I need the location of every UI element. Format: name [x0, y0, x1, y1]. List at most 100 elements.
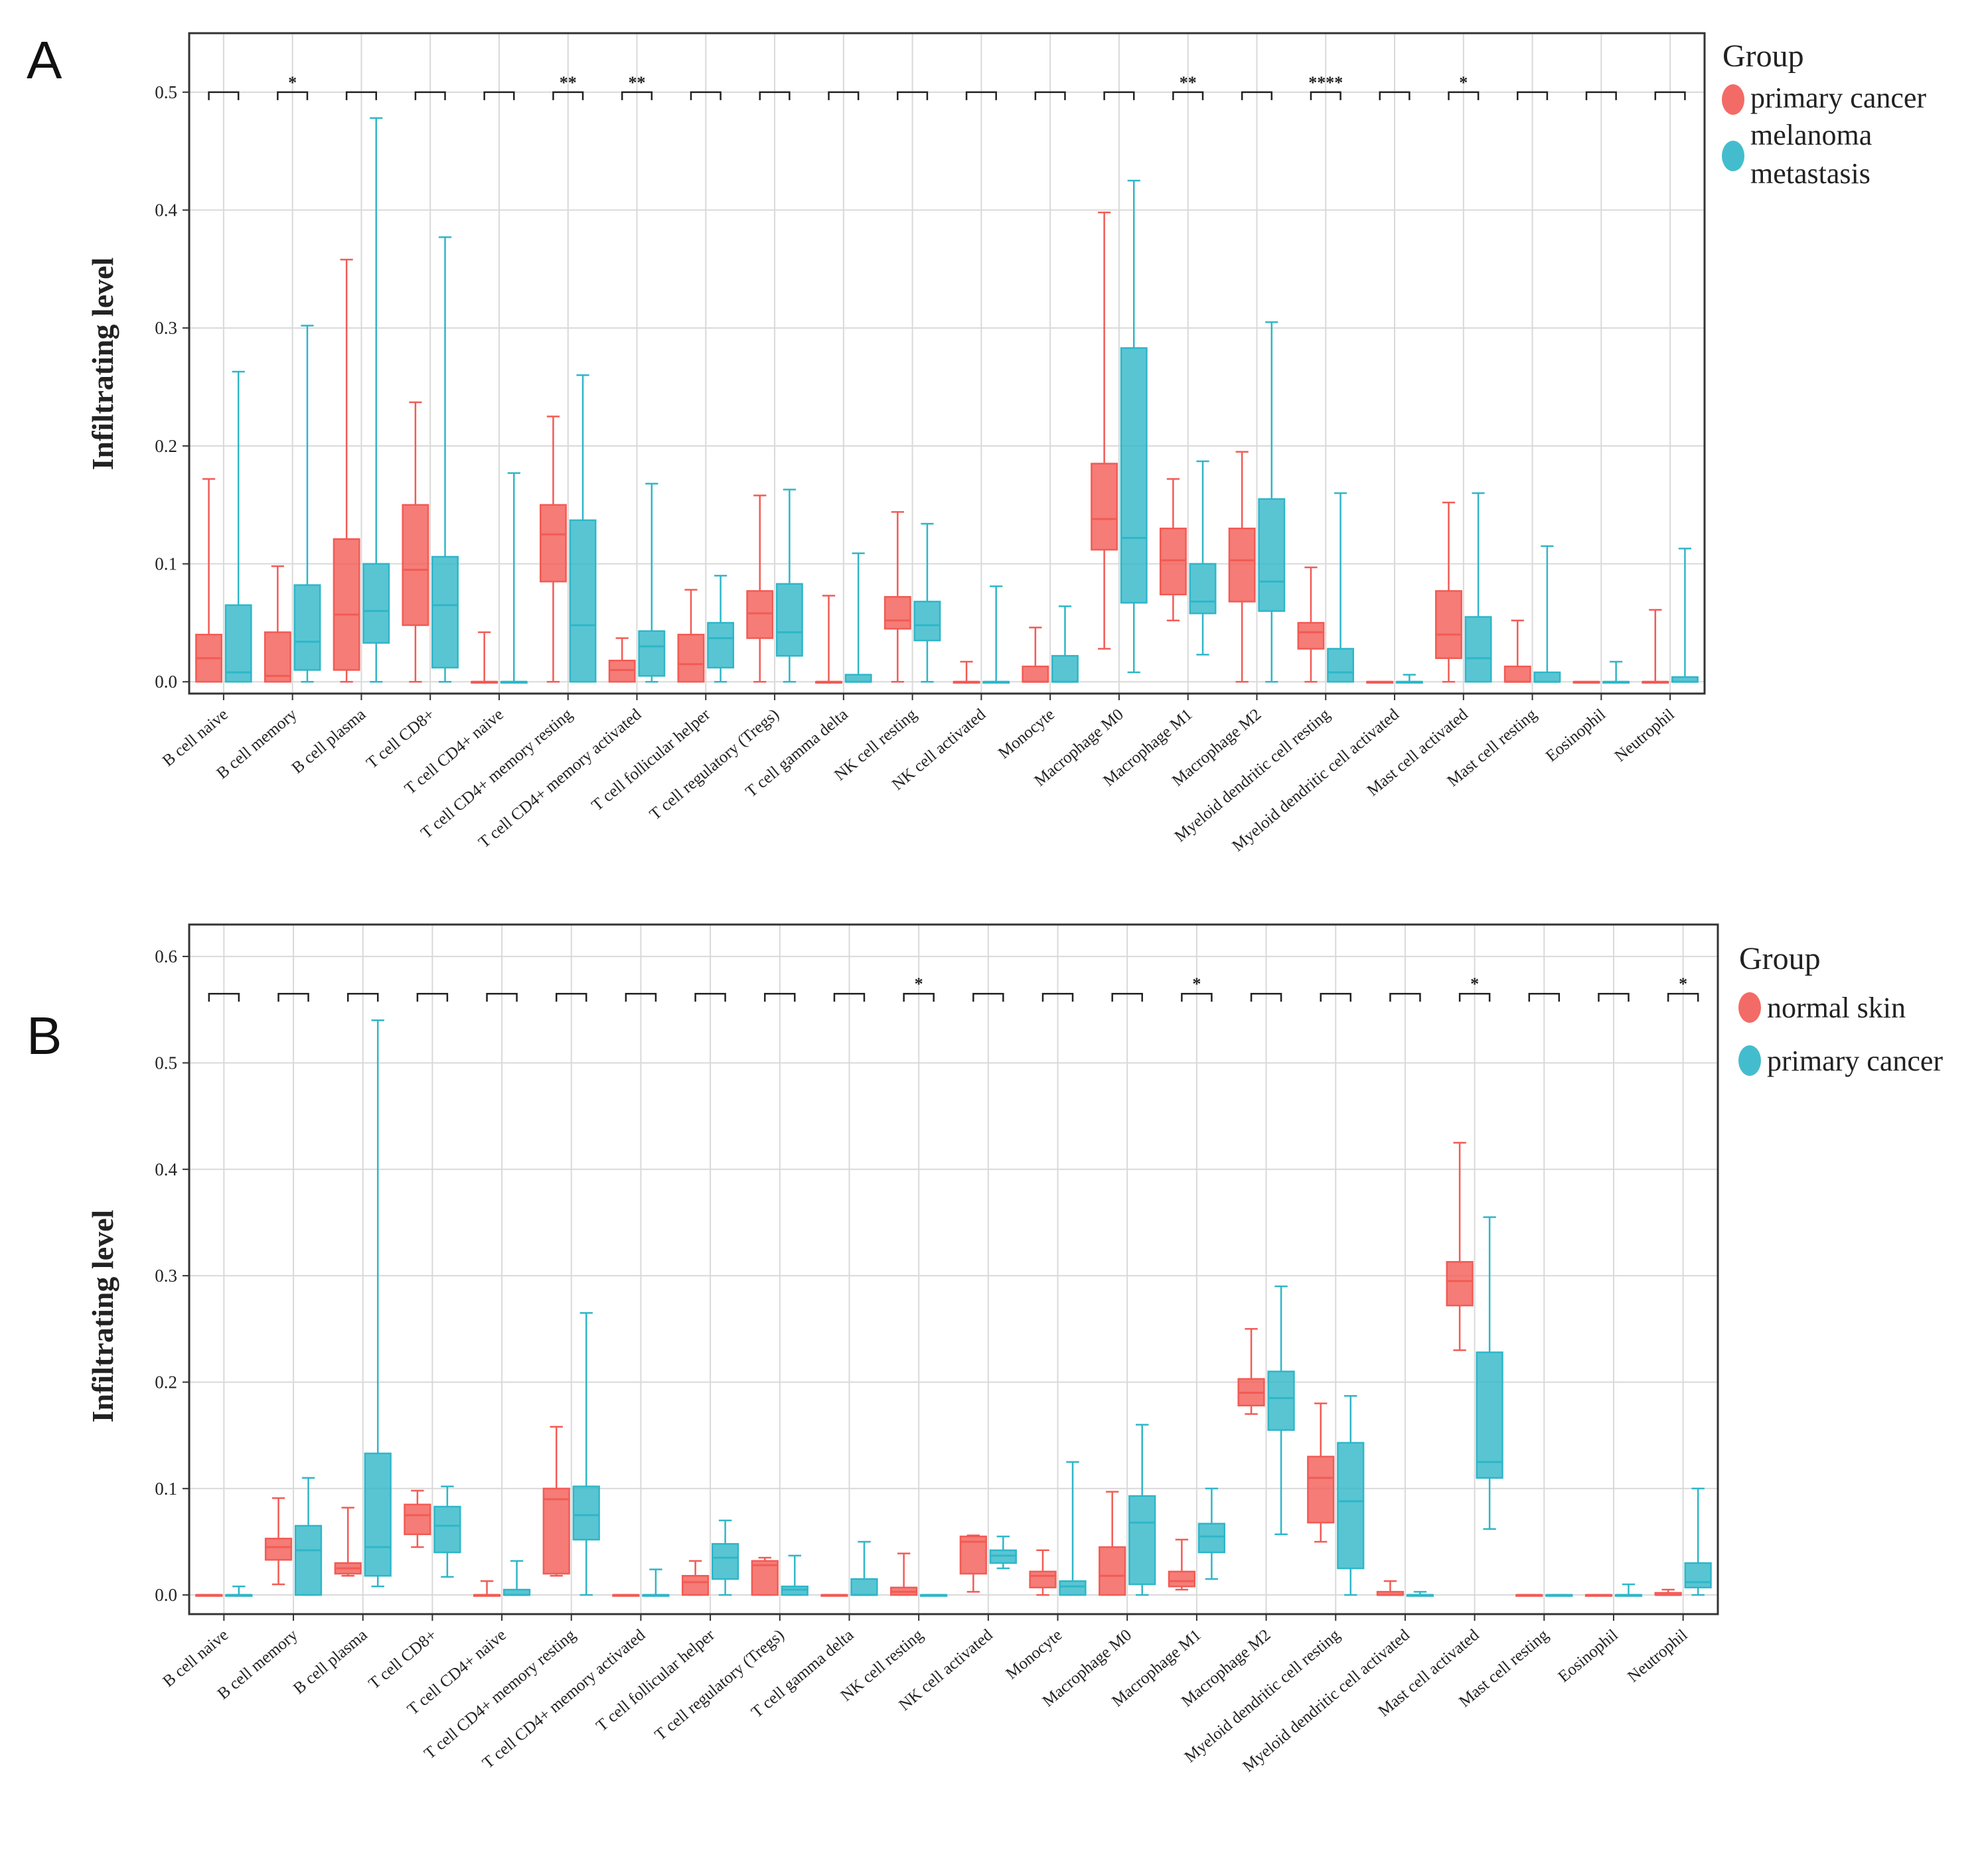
box-neutrophil-a — [1654, 1588, 1682, 1596]
bracket — [277, 992, 309, 1002]
x-tick-label: Neutrophil — [1612, 706, 1678, 765]
x-tick-label: Neutrophil — [1624, 1626, 1691, 1686]
box-t-cell-follicular-helper-a — [677, 589, 705, 683]
x-tick-label: Eosinophil — [1543, 706, 1609, 765]
x-tick-label: B cell plasma — [290, 1626, 371, 1698]
y-tick-label: 0.1 — [155, 1479, 177, 1499]
box-myeloid-dendritic-cell-resting-b — [1327, 492, 1355, 683]
box-iqr — [850, 1578, 878, 1596]
series-2 — [224, 117, 1699, 684]
bracket — [1041, 992, 1074, 1002]
box-t-cell-cd4-memory-activated-b — [642, 1568, 670, 1597]
y-tick-label: 0.4 — [155, 200, 177, 220]
box-iqr — [1128, 1495, 1156, 1586]
significance-brackets: * ** ** ** **** * — [208, 73, 1686, 100]
box-iqr — [638, 630, 666, 677]
box-neutrophil-b — [1671, 548, 1699, 683]
y-tick-label: 0.2 — [155, 1372, 177, 1392]
box-macrophage-m1-a — [1159, 478, 1187, 622]
box-myeloid-dendritic-cell-resting-a — [1297, 566, 1325, 683]
box-iqr — [1503, 665, 1531, 683]
box-b-cell-naive-a — [195, 478, 223, 683]
box-mast-cell-resting-b — [1533, 545, 1561, 683]
bracket — [1667, 992, 1699, 1002]
box-t-cell-cd8--b — [431, 236, 459, 683]
box-macrophage-m2-b — [1267, 1285, 1295, 1535]
box-t-cell-cd4-memory-resting-a — [539, 415, 567, 683]
box-nk-cell-activated-a — [953, 660, 980, 684]
bracket — [208, 992, 240, 1002]
box-t-cell-follicular-helper-a — [681, 1560, 710, 1596]
box-myeloid-dendritic-cell-activated-a — [1366, 680, 1394, 684]
bracket — [1389, 992, 1421, 1002]
box-macrophage-m0-a — [1099, 1491, 1126, 1596]
bracket — [828, 91, 860, 100]
box-iqr — [781, 1586, 808, 1596]
box-iqr — [1464, 616, 1492, 683]
box-iqr — [677, 633, 705, 683]
legend-swatch — [1722, 84, 1744, 115]
box-t-cell-cd4-memory-activated-b — [638, 483, 666, 683]
box-iqr — [1051, 654, 1079, 683]
bracket — [346, 992, 379, 1002]
bracket — [1181, 992, 1213, 1002]
box-monocyte-b — [1051, 605, 1079, 683]
bracket — [1310, 91, 1341, 100]
box-macrophage-m2-b — [1258, 321, 1286, 683]
bracket — [1379, 91, 1411, 100]
box-b-cell-memory-b — [293, 325, 321, 683]
box-b-cell-naive-b — [224, 370, 252, 683]
box-iqr — [681, 1575, 710, 1596]
box-b-cell-plasma-b — [362, 117, 390, 683]
bracket — [1103, 91, 1135, 100]
box-iqr — [883, 596, 911, 630]
box-nk-cell-resting-a — [883, 511, 911, 683]
bracket — [833, 992, 866, 1002]
box-iqr — [1159, 528, 1187, 595]
box-iqr — [1327, 648, 1355, 683]
gridlines — [189, 925, 1718, 1614]
box-iqr — [1099, 1546, 1126, 1596]
y-tick-label: 0.5 — [155, 82, 177, 102]
bracket — [897, 91, 929, 100]
box-eosinophil-b — [1602, 660, 1630, 684]
legend-title: Group — [1722, 38, 1804, 74]
box-t-cell-cd4-naive-b — [502, 1560, 531, 1596]
box-neutrophil-b — [1684, 1487, 1712, 1596]
significance-brackets: * * * * — [208, 974, 1699, 1002]
box-iqr — [913, 601, 941, 642]
series-1 — [195, 211, 1669, 684]
series-2 — [225, 1019, 1712, 1597]
box-iqr — [572, 1485, 600, 1541]
box-t-cell-cd4-naive-a — [471, 631, 498, 684]
box-nk-cell-activated-b — [982, 585, 1010, 684]
box-b-cell-naive-b — [225, 1586, 253, 1597]
panel-label-b: B — [27, 1006, 62, 1065]
box-eosinophil-a — [1584, 1594, 1613, 1597]
bracket — [764, 992, 796, 1002]
legend-a: Group primary cancer melanoma metastasis — [1722, 38, 1926, 190]
panel-b: B 0.0 0.1 0.2 0.3 0.4 0.5 0.6 Infiltrating level… — [27, 923, 1943, 1775]
bracket — [483, 91, 515, 100]
box-t-cell-follicular-helper-b — [707, 575, 735, 683]
box-b-cell-plasma-a — [333, 258, 360, 683]
y-tick-label: 0.3 — [155, 318, 177, 338]
box-macrophage-m1-b — [1197, 1487, 1226, 1580]
box-iqr — [751, 1560, 779, 1596]
box-t-cell-cd4-naive-b — [500, 472, 528, 684]
box-iqr — [542, 1487, 570, 1575]
legend-label: metastasis — [1750, 157, 1871, 190]
plot-frame — [188, 32, 1706, 695]
y-tick-label: 0.1 — [155, 554, 177, 574]
bracket — [1585, 91, 1617, 100]
bracket — [1034, 91, 1066, 100]
box-t-cell-follicular-helper-b — [712, 1519, 739, 1596]
box-b-cell-memory-a — [264, 565, 291, 683]
box-iqr — [1446, 1261, 1474, 1307]
bracket — [416, 992, 449, 1002]
significance-label: ** — [629, 73, 646, 92]
significance-label: * — [1459, 73, 1468, 92]
box-iqr — [1022, 665, 1049, 683]
